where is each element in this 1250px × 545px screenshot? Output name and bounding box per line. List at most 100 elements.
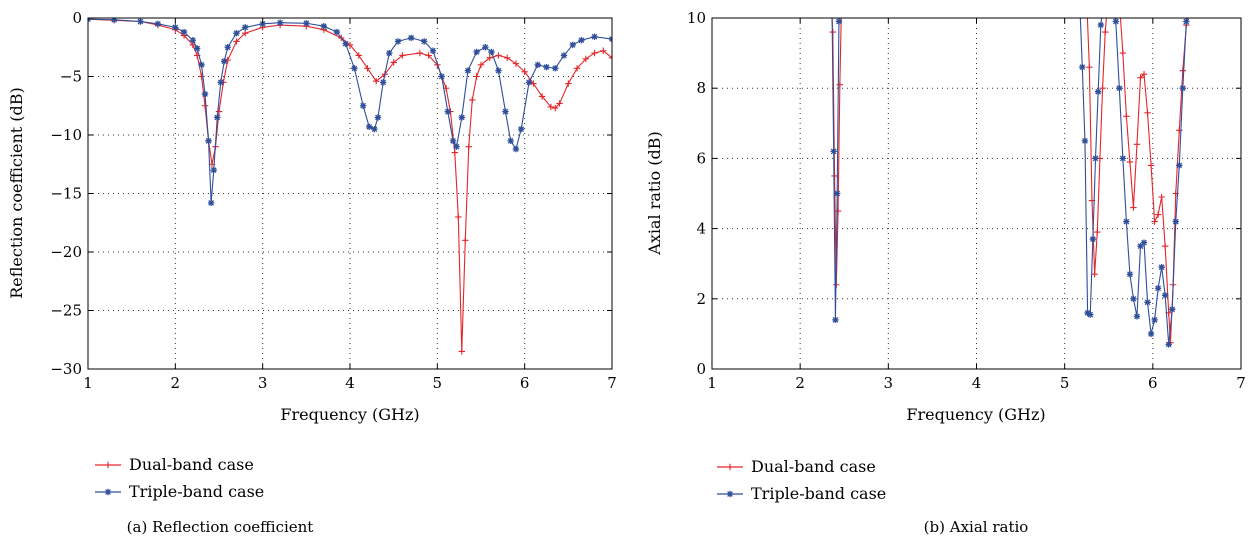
data-point-triple-band-case xyxy=(154,20,162,28)
data-point-triple-band-case xyxy=(394,38,402,45)
chart-a: 1 2 3 4 5 6 7 0 −5 −10 −15 −20 −25 −30 Frequency (GHz)… xyxy=(7,9,617,536)
y-tick-label: −30 xyxy=(50,360,82,378)
data-point-dual-band-case xyxy=(838,0,844,4)
series-line-triple-band-case xyxy=(1079,18,1103,316)
x-tick-label: 1 xyxy=(83,374,93,392)
data-point-triple-band-case xyxy=(449,137,457,145)
data-point-dual-band-case xyxy=(1158,193,1165,201)
data-point-dual-band-case xyxy=(556,100,563,107)
data-point-triple-band-case xyxy=(552,65,559,72)
data-point-triple-band-case xyxy=(1123,218,1130,225)
data-point-triple-band-case xyxy=(1076,0,1082,4)
legend-marker xyxy=(726,463,734,471)
data-point-triple-band-case xyxy=(1097,21,1105,29)
y-tick-label: −10 xyxy=(50,126,82,144)
data-point-dual-band-case xyxy=(215,108,223,115)
data-point-dual-band-case xyxy=(547,103,555,111)
data-point-triple-band-case xyxy=(1186,0,1192,4)
data-point-dual-band-case xyxy=(1094,228,1101,236)
data-point-triple-band-case xyxy=(333,28,341,36)
series-group-a xyxy=(88,18,612,355)
data-point-triple-band-case xyxy=(1154,285,1162,292)
x-tick-label: 3 xyxy=(258,374,268,392)
x-tick-label: 1 xyxy=(707,374,717,392)
data-point-dual-band-case xyxy=(1130,204,1137,211)
data-point-triple-band-case xyxy=(1089,235,1097,243)
grid-b xyxy=(712,18,1241,369)
data-point-triple-band-case xyxy=(1079,63,1086,71)
y-tick-label: 4 xyxy=(696,220,706,238)
data-point-triple-band-case xyxy=(458,114,465,121)
data-point-dual-band-case xyxy=(1144,109,1151,116)
data-point-dual-band-case xyxy=(831,172,838,180)
data-point-triple-band-case xyxy=(366,123,373,131)
data-point-dual-band-case xyxy=(462,237,469,244)
data-point-triple-band-case xyxy=(1110,0,1116,4)
data-point-triple-band-case xyxy=(198,61,205,68)
x-tick-label: 4 xyxy=(972,374,982,392)
data-point-triple-band-case xyxy=(374,114,382,121)
chart-caption: (b) Axial ratio xyxy=(924,518,1029,536)
x-tick-label: 5 xyxy=(1060,374,1070,392)
data-point-dual-band-case xyxy=(469,96,476,104)
data-point-dual-band-case xyxy=(836,81,844,88)
data-point-dual-band-case xyxy=(591,49,598,57)
chart-caption: (a) Reflection coefficient xyxy=(127,518,314,536)
data-point-triple-band-case xyxy=(1092,155,1099,162)
data-point-dual-band-case xyxy=(1091,271,1098,278)
data-point-triple-band-case xyxy=(1158,264,1165,271)
data-point-triple-band-case xyxy=(429,47,437,54)
data-point-triple-band-case xyxy=(830,148,837,155)
data-point-triple-band-case xyxy=(495,67,502,74)
data-point-dual-band-case xyxy=(1179,67,1187,74)
legend-a: Dual-band case Triple-band case xyxy=(95,455,264,501)
data-point-triple-band-case xyxy=(473,48,480,56)
data-point-triple-band-case xyxy=(1126,271,1134,278)
data-point-dual-band-case xyxy=(425,52,432,59)
data-point-triple-band-case xyxy=(172,24,179,31)
legend-b: Dual-band case Triple-band case xyxy=(717,457,886,503)
data-point-triple-band-case xyxy=(407,34,415,42)
y-tick-label: 8 xyxy=(696,79,706,97)
data-point-triple-band-case xyxy=(1147,330,1155,338)
data-point-triple-band-case xyxy=(534,61,541,68)
y-tick-label: −20 xyxy=(50,243,82,261)
legend-marker xyxy=(104,488,112,496)
data-point-triple-band-case xyxy=(214,114,221,121)
data-point-triple-band-case xyxy=(259,20,266,28)
data-point-triple-band-case xyxy=(1081,137,1089,145)
data-point-triple-band-case xyxy=(1130,295,1137,302)
data-point-dual-band-case xyxy=(473,73,480,80)
y-tick-label: 6 xyxy=(696,149,706,167)
data-point-triple-band-case xyxy=(512,145,520,153)
data-point-triple-band-case xyxy=(180,28,188,36)
legend-marker xyxy=(104,461,112,469)
data-point-triple-band-case xyxy=(1172,218,1179,225)
data-point-triple-band-case xyxy=(303,20,310,27)
data-point-dual-band-case xyxy=(521,68,528,76)
y-tick-label: −25 xyxy=(50,302,82,320)
data-point-dual-band-case xyxy=(355,52,362,59)
data-point-dual-band-case xyxy=(1105,0,1111,4)
data-point-dual-band-case xyxy=(346,41,354,49)
data-point-triple-band-case xyxy=(1119,155,1127,162)
x-tick-label: 5 xyxy=(433,374,443,392)
data-point-dual-band-case xyxy=(538,93,546,100)
data-point-triple-band-case xyxy=(502,108,509,115)
y-axis-label: Reflection coefficient (dB) xyxy=(7,87,26,299)
series-group-b xyxy=(829,0,1193,348)
data-point-dual-band-case xyxy=(1154,211,1162,218)
data-point-dual-band-case xyxy=(399,52,406,59)
x-tick-label: 3 xyxy=(884,374,894,392)
data-point-dual-band-case xyxy=(1116,0,1122,4)
data-point-triple-band-case xyxy=(193,45,201,52)
x-tick-label: 6 xyxy=(1148,374,1158,392)
data-point-dual-band-case xyxy=(1126,158,1134,166)
data-point-triple-band-case xyxy=(560,52,568,59)
y-tick-label: 10 xyxy=(687,9,706,27)
data-point-dual-band-case xyxy=(458,348,465,355)
y-tick-label: 0 xyxy=(696,360,706,378)
data-point-triple-band-case xyxy=(421,38,428,45)
data-point-dual-band-case xyxy=(1187,0,1193,4)
data-point-dual-band-case xyxy=(477,61,485,68)
